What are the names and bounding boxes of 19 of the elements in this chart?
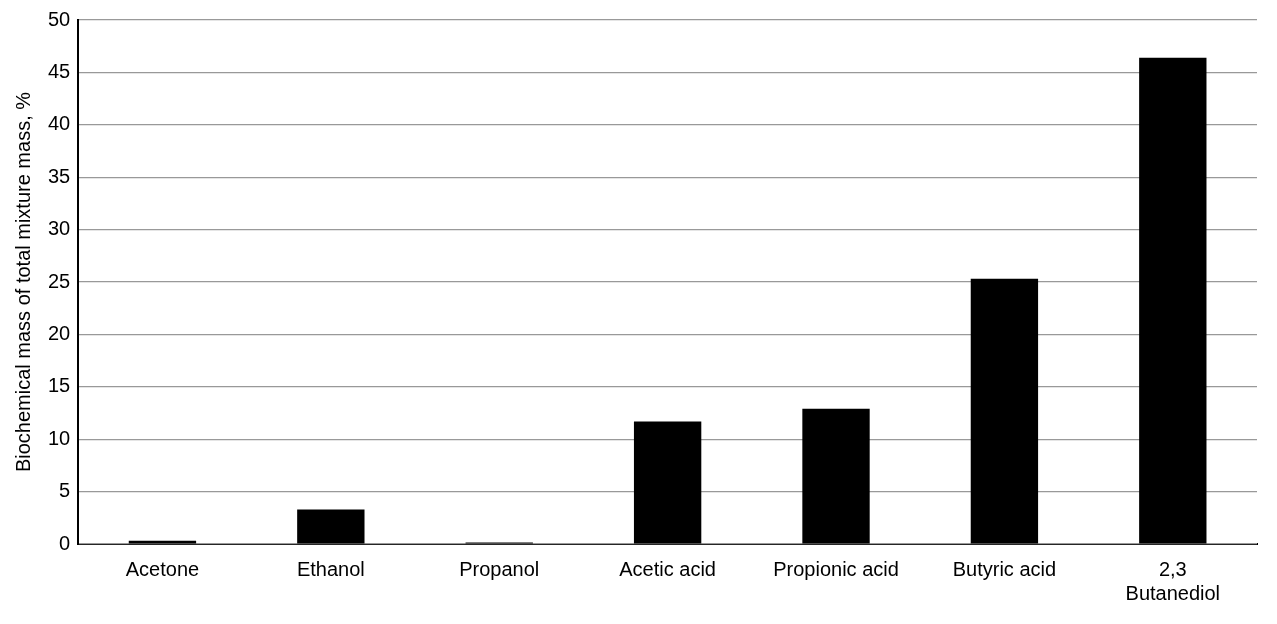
x-tick-label: 2,3 Butanediol bbox=[1125, 557, 1221, 604]
y-tick-label: 35 bbox=[48, 164, 71, 187]
y-tick-label: 50 bbox=[48, 7, 71, 30]
y-tick-label: 45 bbox=[48, 59, 71, 82]
x-tick-label: Acetic acid bbox=[619, 557, 716, 580]
y-axis-title: Biochemical mass of total mixture mass, % bbox=[11, 91, 34, 473]
y-tick-label: 40 bbox=[48, 112, 71, 135]
y-tick-label: 10 bbox=[48, 426, 71, 449]
x-tick-label: Acetone bbox=[125, 557, 200, 580]
y-tick-label: 20 bbox=[48, 321, 71, 344]
y-tick-label: 5 bbox=[59, 479, 71, 502]
y-tick-label: 30 bbox=[48, 217, 71, 240]
x-tick-label: Propionic acid bbox=[773, 557, 899, 580]
x-tick-label: Ethanol bbox=[296, 557, 365, 580]
y-tick-label: 25 bbox=[48, 269, 71, 292]
x-tick-label: Butyric acid bbox=[952, 557, 1057, 580]
y-tick-label: 15 bbox=[48, 374, 71, 397]
x-tick-label: Propanol bbox=[459, 557, 540, 580]
y-tick-label: 0 bbox=[59, 531, 71, 554]
